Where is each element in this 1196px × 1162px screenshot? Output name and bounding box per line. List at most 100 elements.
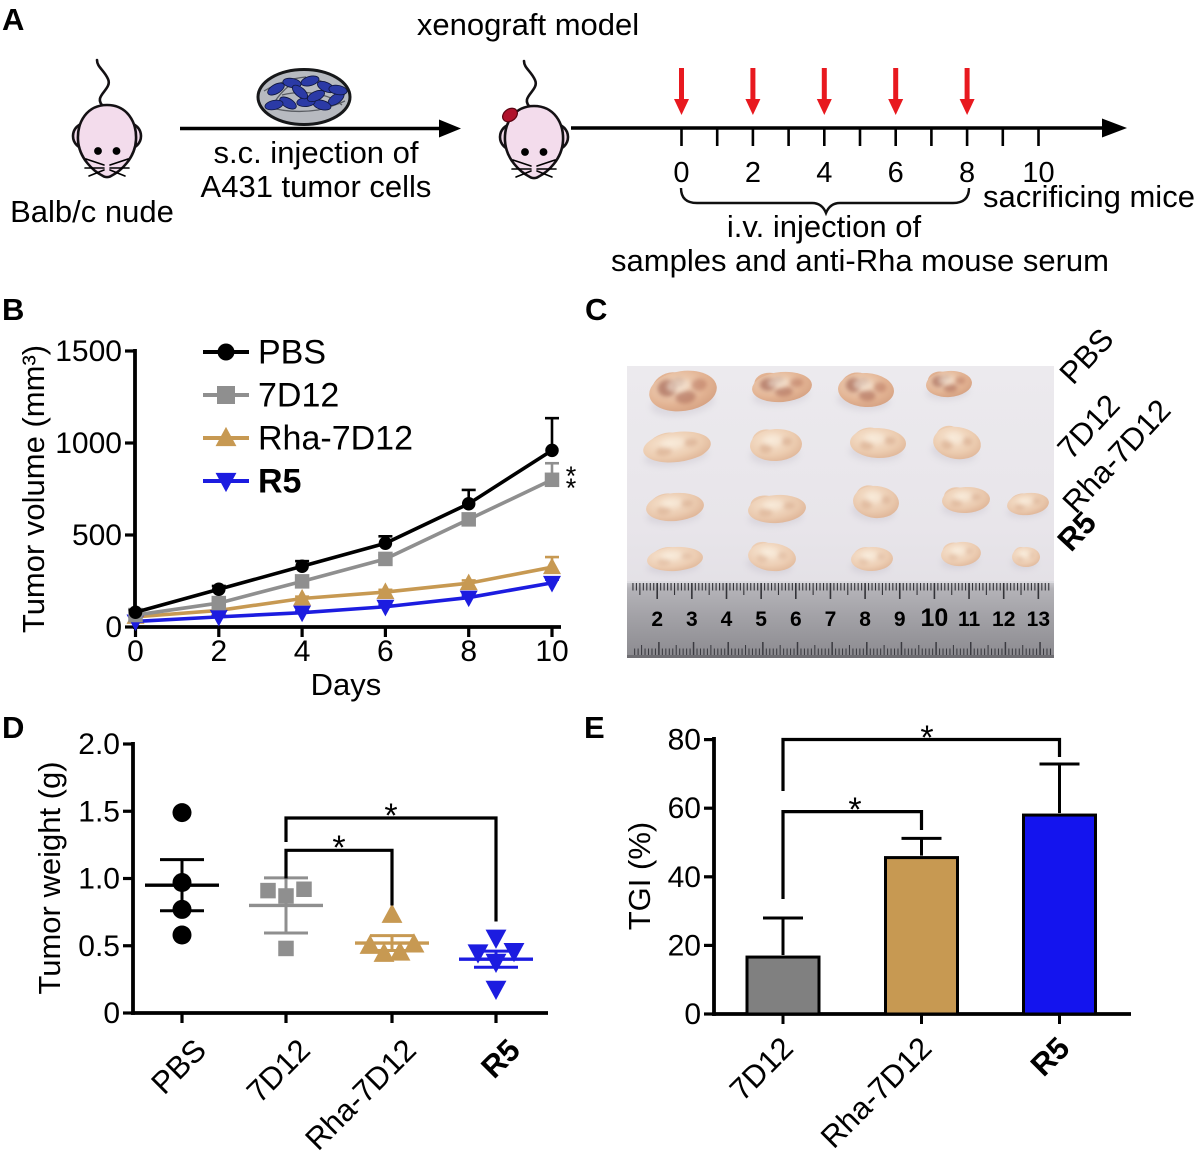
tumor-blob: [931, 425, 981, 463]
series-PBS: [128, 416, 559, 620]
significance-star: *: [384, 797, 397, 835]
cell: [264, 99, 284, 111]
tumor-highlight: [862, 551, 877, 560]
y-tick-label: 1500: [55, 335, 122, 368]
data-point: [172, 873, 192, 893]
ruler: 2 3 4 5 6 7 8 9 10 11 12 13: [627, 581, 1054, 658]
y-tick-label: 60: [668, 792, 701, 825]
mouse-whisker: [109, 169, 126, 177]
data-point: [485, 953, 507, 974]
data-point: [461, 512, 476, 527]
cell: [307, 89, 325, 103]
injection-arrowhead: [888, 99, 904, 115]
mouse-tail: [95, 58, 111, 109]
mouse-whisker: [85, 158, 105, 166]
data-point: [545, 443, 559, 458]
tumor-highlight: [661, 551, 681, 560]
x-tick-label: 6: [377, 635, 394, 668]
mouse-eye: [94, 147, 102, 155]
tumor-highlight: [1019, 550, 1030, 558]
y-tick-label: 2.0: [78, 728, 120, 761]
x-axis-title: Days: [311, 667, 382, 702]
ruler-number: 13: [1027, 608, 1050, 631]
tumor-mottle: [774, 386, 793, 397]
panel-a-letter: A: [2, 2, 24, 37]
tumor-mottle: [941, 439, 953, 450]
bar: [745, 955, 821, 1016]
tumor-mottle: [680, 552, 693, 560]
tumor-mottle: [950, 498, 963, 507]
tumor-mottle: [681, 499, 693, 508]
data-point: [467, 944, 489, 964]
series-line: [135, 581, 553, 624]
series-R5: [126, 575, 561, 632]
tumor-volume-line-chart: 0 500 1000 1500 0 2 4 6 8 10 Tumor volume (mm³) Day…: [16, 334, 577, 703]
bar-group-R5: R5: [1022, 762, 1097, 1083]
tumor-mottle: [675, 390, 696, 404]
ruler-number: 12: [992, 608, 1015, 631]
tumor-blob: [646, 492, 704, 525]
panel-b: B 0 500 1000 1500 0 2 4 6 8 10 Tumor volume (mm³) D…: [2, 292, 577, 702]
ruler-top-edge: [627, 581, 1054, 583]
data-point: [260, 882, 276, 899]
tumor-blob: [748, 494, 806, 527]
significance: **: [781, 719, 1062, 899]
ruler-body: [627, 581, 1054, 658]
x-category-label: 7D12: [240, 1032, 317, 1109]
y-tick-label: 1.0: [78, 863, 120, 896]
injection-arrowhead: [745, 99, 761, 115]
data-point: [381, 903, 403, 923]
cell: [328, 84, 348, 96]
significance-annotation: **: [566, 461, 577, 503]
mouse-whisker: [515, 170, 532, 178]
ruler-number: 3: [686, 608, 698, 631]
x-category-label: PBS: [144, 1032, 213, 1101]
timeline-arrowhead: [1102, 118, 1127, 138]
ruler-number: 7: [825, 608, 837, 631]
tumor-blob: [646, 546, 703, 574]
mouse-eye: [539, 148, 548, 156]
data-point: [403, 933, 425, 953]
tumor-mottle: [971, 493, 981, 501]
tumor-blob: [1006, 492, 1049, 518]
tumor-highlight: [938, 375, 954, 385]
legend-item: 7D12: [203, 377, 339, 415]
cell-membrane: [267, 100, 346, 113]
group-PBS: [145, 803, 219, 945]
injection-arrow-icon: [745, 68, 761, 115]
significance-star: *: [566, 461, 577, 491]
data-point: [543, 575, 561, 593]
tumor-mottle: [861, 499, 873, 509]
x-category-label: Rha-7D12: [298, 1032, 423, 1157]
tumor-mottle: [876, 553, 885, 560]
significance-star: *: [566, 473, 577, 503]
data-point: [485, 980, 507, 1000]
injection-arrowhead: [674, 99, 689, 115]
x-category-label: 7D12: [723, 1030, 800, 1107]
data-point: [543, 557, 561, 575]
tumor-blob: [643, 431, 711, 467]
legend-marker: [215, 472, 237, 493]
cell: [279, 96, 297, 110]
sc-injection-label: A431 tumor cells: [201, 169, 432, 204]
data-point: [373, 942, 395, 962]
sacrifice-label: sacrificing mice: [983, 179, 1195, 214]
data-point: [461, 496, 476, 511]
tumor-blob: [851, 485, 899, 522]
tumor-mottle: [955, 376, 966, 385]
y-tick-label: 0.5: [78, 930, 120, 963]
tumor-row-PBS: [649, 370, 972, 417]
injection-arrow-icon: [888, 68, 904, 115]
series-Rha-7D12: [126, 555, 561, 624]
injection-arrow-icon: [816, 68, 832, 115]
bar-group-Rha-7D12: Rha-7D12: [814, 836, 959, 1155]
mouse1-label: Balb/c nude: [10, 194, 174, 229]
ruler-number: 4: [721, 608, 733, 631]
data-point: [128, 605, 143, 620]
injection-arrowhead: [816, 99, 832, 115]
data-point: [172, 925, 192, 945]
legend-marker: [215, 426, 237, 447]
data-point: [278, 940, 294, 957]
